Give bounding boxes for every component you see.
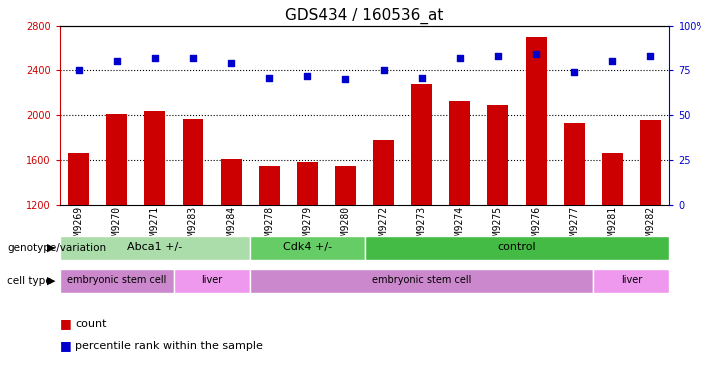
Text: liver: liver	[201, 275, 223, 285]
Bar	[335, 166, 356, 205]
Bar	[182, 119, 203, 205]
Point	[187, 55, 198, 61]
Text: genotype/variation: genotype/variation	[7, 243, 106, 253]
Point	[569, 69, 580, 75]
Point	[226, 60, 237, 66]
Point	[416, 75, 428, 81]
Text: ■: ■	[60, 339, 72, 352]
Bar	[449, 101, 470, 205]
Text: embryonic stem cell: embryonic stem cell	[372, 275, 471, 285]
Bar	[60, 269, 174, 293]
Text: control: control	[498, 242, 536, 253]
Point	[454, 55, 465, 61]
Point	[264, 75, 275, 81]
Point	[378, 68, 389, 74]
Bar	[259, 166, 280, 205]
Bar	[593, 269, 669, 293]
Text: percentile rank within the sample: percentile rank within the sample	[75, 341, 263, 351]
Point	[492, 53, 503, 59]
Point	[301, 73, 313, 79]
Text: embryonic stem cell: embryonic stem cell	[67, 275, 166, 285]
Point	[531, 51, 542, 57]
Bar	[487, 105, 508, 205]
Bar	[60, 236, 250, 260]
Point	[111, 59, 123, 64]
Text: Abca1 +/-: Abca1 +/-	[128, 242, 182, 253]
Point	[645, 53, 656, 59]
Bar	[640, 120, 661, 205]
Bar	[373, 140, 394, 205]
Bar	[250, 269, 593, 293]
Text: liver: liver	[620, 275, 642, 285]
Point	[73, 68, 84, 74]
Bar	[68, 153, 89, 205]
Bar	[564, 123, 585, 205]
Point	[606, 59, 618, 64]
Bar	[526, 37, 547, 205]
Title: GDS434 / 160536_at: GDS434 / 160536_at	[285, 8, 444, 24]
Text: cell type: cell type	[7, 276, 52, 286]
Bar	[174, 269, 250, 293]
Bar	[601, 153, 622, 205]
Bar	[107, 114, 128, 205]
Point	[340, 76, 351, 82]
Text: count: count	[75, 319, 107, 329]
Text: Cdk4 +/-: Cdk4 +/-	[283, 242, 332, 253]
Bar	[221, 159, 242, 205]
Bar	[365, 236, 669, 260]
Bar	[250, 236, 365, 260]
Bar	[144, 111, 165, 205]
Bar	[411, 84, 433, 205]
Bar	[297, 163, 318, 205]
Text: ■: ■	[60, 317, 72, 330]
Text: ▶: ▶	[47, 276, 55, 286]
Point	[149, 55, 161, 61]
Text: ▶: ▶	[47, 243, 55, 253]
